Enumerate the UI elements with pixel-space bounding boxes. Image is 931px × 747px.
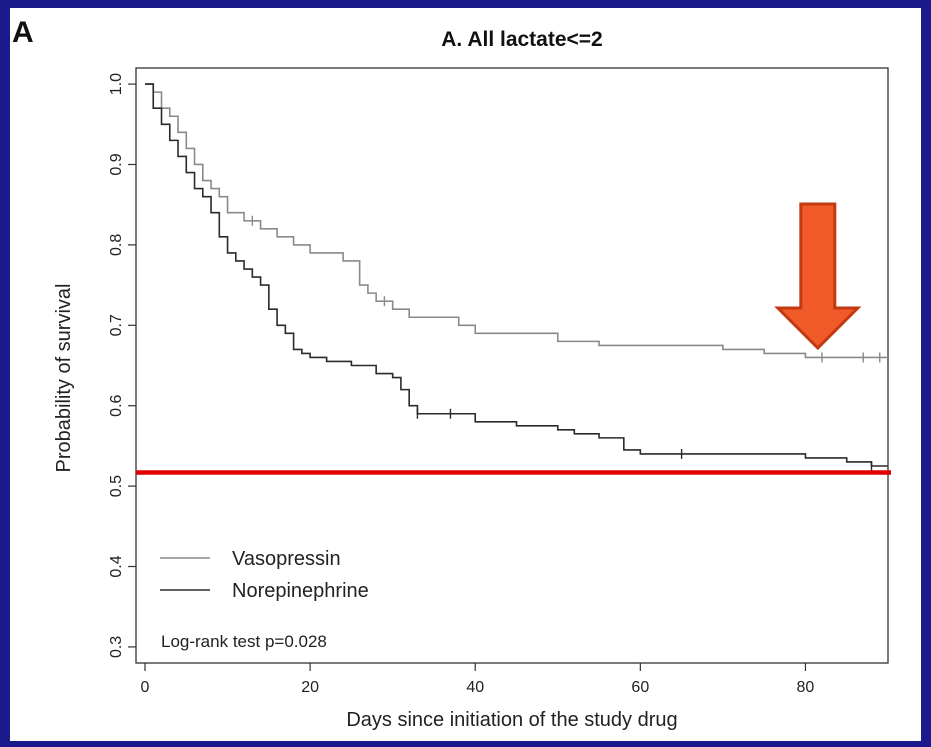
series-line-vasopressin xyxy=(145,83,888,359)
chart-title: A. All lactate<=2 xyxy=(441,28,602,51)
x-axis: 0 20 40 60 80 xyxy=(141,663,815,696)
x-tick-label: 0 xyxy=(141,679,150,696)
y-tick-label: 0.4 xyxy=(108,555,125,577)
y-tick-label: 0.3 xyxy=(108,636,125,658)
survival-chart: A A. All lactate<=2 0 20 40 60 80 0.30.40.50… xyxy=(12,16,891,731)
x-tick-label: 40 xyxy=(466,679,484,696)
x-tick-label: 60 xyxy=(631,679,649,696)
x-axis-title: Days since initiation of the study drug xyxy=(346,709,677,731)
y-axis: 0.3 0.4 0.5 0.6 0.7 0.8 0.9 1.0 xyxy=(108,73,136,658)
chart-panel: A A. All lactate<=2 0 20 40 60 80 0.3 0.4 0.5 0… xyxy=(10,8,921,741)
y-tick-label: 0.5 xyxy=(108,475,125,497)
series-layer xyxy=(145,83,888,472)
y-tick-label: 0.6 xyxy=(108,394,125,416)
y-tick-label: 0.7 xyxy=(108,314,125,336)
legend-label-norepinephrine: Norepinephrine xyxy=(232,580,369,602)
down-arrow-icon xyxy=(774,202,862,351)
panel-letter: A xyxy=(12,16,34,49)
legend-label-vasopressin: Vasopressin xyxy=(232,548,341,570)
series-line-norepinephrine xyxy=(145,83,888,467)
y-tick-label: 1.0 xyxy=(108,73,125,95)
y-tick-label: 0.8 xyxy=(108,234,125,256)
x-tick-label: 20 xyxy=(301,679,319,696)
y-tick-label: 0.9 xyxy=(108,153,125,175)
x-tick-label: 80 xyxy=(797,679,815,696)
logrank-annotation: Log-rank test p=0.028 xyxy=(161,632,327,651)
legend: Vasopressin Norepinephrine xyxy=(160,548,369,602)
plot-area-frame xyxy=(135,67,889,664)
y-axis-title: Probability of survival xyxy=(53,284,75,473)
